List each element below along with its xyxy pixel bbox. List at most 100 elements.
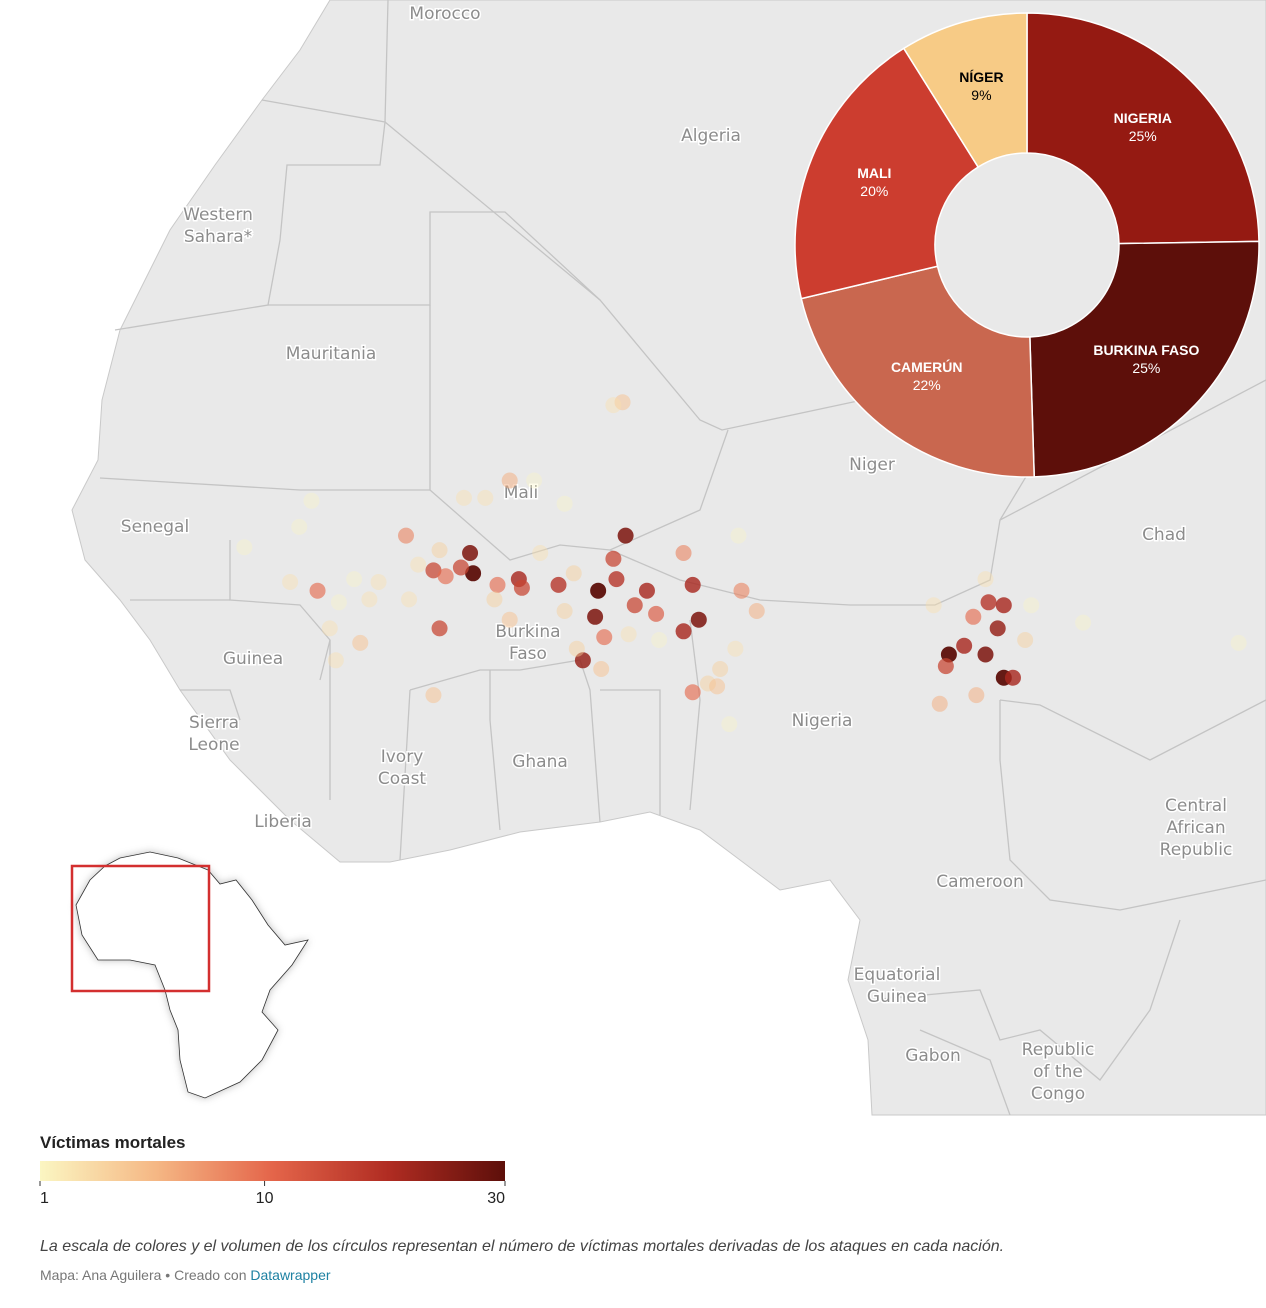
attack-point	[596, 629, 613, 646]
pie-slice	[794, 47, 980, 300]
country-label: Chad	[1142, 525, 1186, 545]
country-label-line: Faso	[509, 644, 547, 664]
attack-point	[617, 527, 634, 544]
attack-point	[709, 678, 726, 695]
legend-bar	[40, 1161, 505, 1181]
attack-point	[977, 646, 994, 663]
pie-value-label: 25%	[1128, 128, 1157, 145]
attack-point	[925, 597, 942, 614]
country-label-line: Ivory	[381, 747, 424, 767]
pie-value-label: 9%	[971, 87, 992, 104]
attack-point	[1075, 614, 1092, 631]
pie-category: CAMERÚN	[890, 359, 963, 376]
country-label: Guinea	[223, 649, 283, 669]
country-label: Cameroon	[936, 872, 1024, 892]
credit-text: Mapa: Ana Aguilera • Creado con	[40, 1267, 247, 1283]
legend-ticks: 1 10 30	[39, 1181, 506, 1207]
pie-slice	[1026, 12, 1260, 245]
country-label: Mauritania	[286, 344, 377, 364]
country-label-line: Leone	[188, 735, 239, 755]
country-label-line: Ghana	[512, 752, 568, 772]
attack-point	[556, 495, 573, 512]
inset-frame	[70, 864, 211, 993]
country-label-line: Morocco	[409, 4, 480, 24]
pie-category: NÍGER	[959, 69, 1004, 86]
inset	[75, 851, 309, 1099]
attack-point	[1230, 634, 1247, 651]
attack-point	[455, 489, 472, 506]
country-label: Burkina Faso	[495, 622, 560, 664]
country-label: Algeria	[681, 126, 741, 146]
pie-category: NIGERIA	[1113, 110, 1172, 127]
attack-point	[309, 582, 326, 599]
attack-point	[465, 565, 482, 582]
pie-label: NIGERIA 25%	[1088, 109, 1198, 145]
attack-point	[605, 550, 622, 567]
attack-point	[361, 591, 378, 608]
legend-tick-label: 10	[256, 1190, 274, 1207]
attack-point	[565, 565, 582, 582]
pie-value-label: 22%	[912, 377, 941, 394]
country-label: Ghana	[512, 752, 568, 772]
attack-point	[556, 603, 573, 619]
credit: Mapa: Ana Aguilera • Creado con Datawrap…	[40, 1267, 331, 1283]
attack-point	[605, 397, 622, 414]
country-label: Morocco	[409, 4, 480, 24]
attack-point	[513, 579, 530, 596]
inset-africa	[75, 851, 309, 1099]
attack-point	[626, 597, 643, 614]
country-label: Liberia	[254, 812, 312, 832]
attack-point	[282, 574, 299, 590]
pie-slice	[1029, 240, 1260, 478]
country-label: Niger	[849, 455, 895, 475]
attack-point	[593, 661, 610, 677]
country-label-line: Niger	[849, 455, 895, 475]
attack-point	[675, 623, 692, 640]
attack-point	[425, 687, 442, 704]
legend-tick-label: 30	[487, 1190, 505, 1207]
country-label: Ivory Coast	[378, 747, 427, 789]
attack-point	[733, 582, 750, 599]
attack-point	[989, 620, 1006, 637]
attack-point	[321, 620, 338, 637]
attack-point	[303, 492, 320, 509]
attack-point	[532, 545, 549, 561]
attack-point	[526, 472, 543, 489]
country-label: Republic of the Congo	[1022, 1040, 1095, 1104]
pie-chart	[794, 12, 1260, 478]
country-label-line: Nigeria	[792, 711, 853, 731]
attack-point	[568, 640, 585, 657]
pie-category: MALI	[857, 165, 892, 182]
pie-value-label: 25%	[1132, 359, 1161, 376]
attack-point	[965, 608, 982, 625]
attack-point	[608, 571, 625, 588]
country-label: Sierra Leone	[188, 713, 239, 755]
country-label-line: Liberia	[254, 812, 312, 832]
attack-point	[684, 576, 701, 593]
attack-point	[727, 640, 744, 657]
datawrapper-link[interactable]: Datawrapper	[250, 1267, 331, 1283]
attack-point	[550, 576, 567, 593]
country-label-line: of the	[1033, 1062, 1083, 1082]
pie-label: CAMERÚN 22%	[872, 358, 982, 394]
attack-point	[346, 571, 363, 588]
attack-point	[330, 594, 347, 611]
attack-point	[748, 603, 765, 619]
pie-slice	[800, 265, 1035, 478]
country-label-line: Sierra	[189, 713, 239, 733]
attack-point	[352, 634, 369, 651]
attack-point	[431, 542, 448, 559]
attack-point	[651, 632, 668, 648]
attack-point	[1023, 597, 1040, 614]
attack-point	[236, 539, 253, 556]
attack-point	[501, 611, 518, 628]
attack-point	[401, 591, 418, 608]
legend-title: Víctimas mortales	[40, 1133, 186, 1152]
attack-point	[431, 620, 448, 637]
points	[236, 394, 1247, 733]
country-label-line: Guinea	[223, 649, 283, 669]
country-label: Western Sahara*	[183, 205, 253, 247]
